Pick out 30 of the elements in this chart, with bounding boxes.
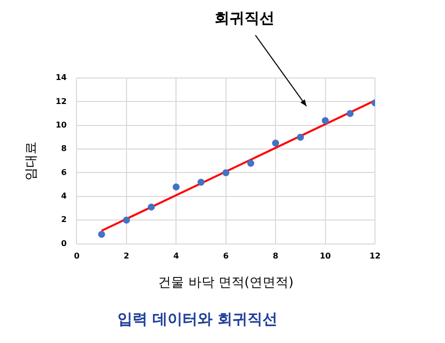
x-tick-label: 4 xyxy=(173,252,180,261)
y-tick-label: 2 xyxy=(61,215,67,224)
point xyxy=(272,140,280,147)
y-axis-title: 임대료 xyxy=(24,141,40,180)
point xyxy=(98,230,106,238)
x-tick-label: 10 xyxy=(320,252,332,261)
point xyxy=(172,183,180,190)
x-tick-label: 0 xyxy=(74,252,80,261)
y-tick-label: 8 xyxy=(61,144,68,154)
point xyxy=(322,117,329,124)
point xyxy=(122,216,130,224)
x-tick-label: 8 xyxy=(272,252,279,261)
x-tick-label: 2 xyxy=(124,252,130,261)
y-tick-label: 12 xyxy=(56,96,67,106)
point xyxy=(222,169,230,176)
y-tick-label: 14 xyxy=(56,73,68,82)
x-tick-label: 6 xyxy=(223,252,230,261)
x-axis-title: 건물 바닥 면적(연면적) xyxy=(158,276,294,291)
y-tick-label: 6 xyxy=(61,168,68,177)
point xyxy=(198,178,205,186)
point xyxy=(346,110,354,118)
text: 회귀직선 xyxy=(214,9,274,28)
text: 입력 데이터와 회귀직선 xyxy=(117,310,278,328)
y-tick-label: 4 xyxy=(61,192,68,201)
y-tick-label: 10 xyxy=(56,120,68,130)
point xyxy=(148,204,155,211)
point xyxy=(247,160,254,167)
point xyxy=(296,134,304,141)
x-tick-label: 12 xyxy=(369,252,381,261)
y-tick-label: 0 xyxy=(61,238,68,248)
